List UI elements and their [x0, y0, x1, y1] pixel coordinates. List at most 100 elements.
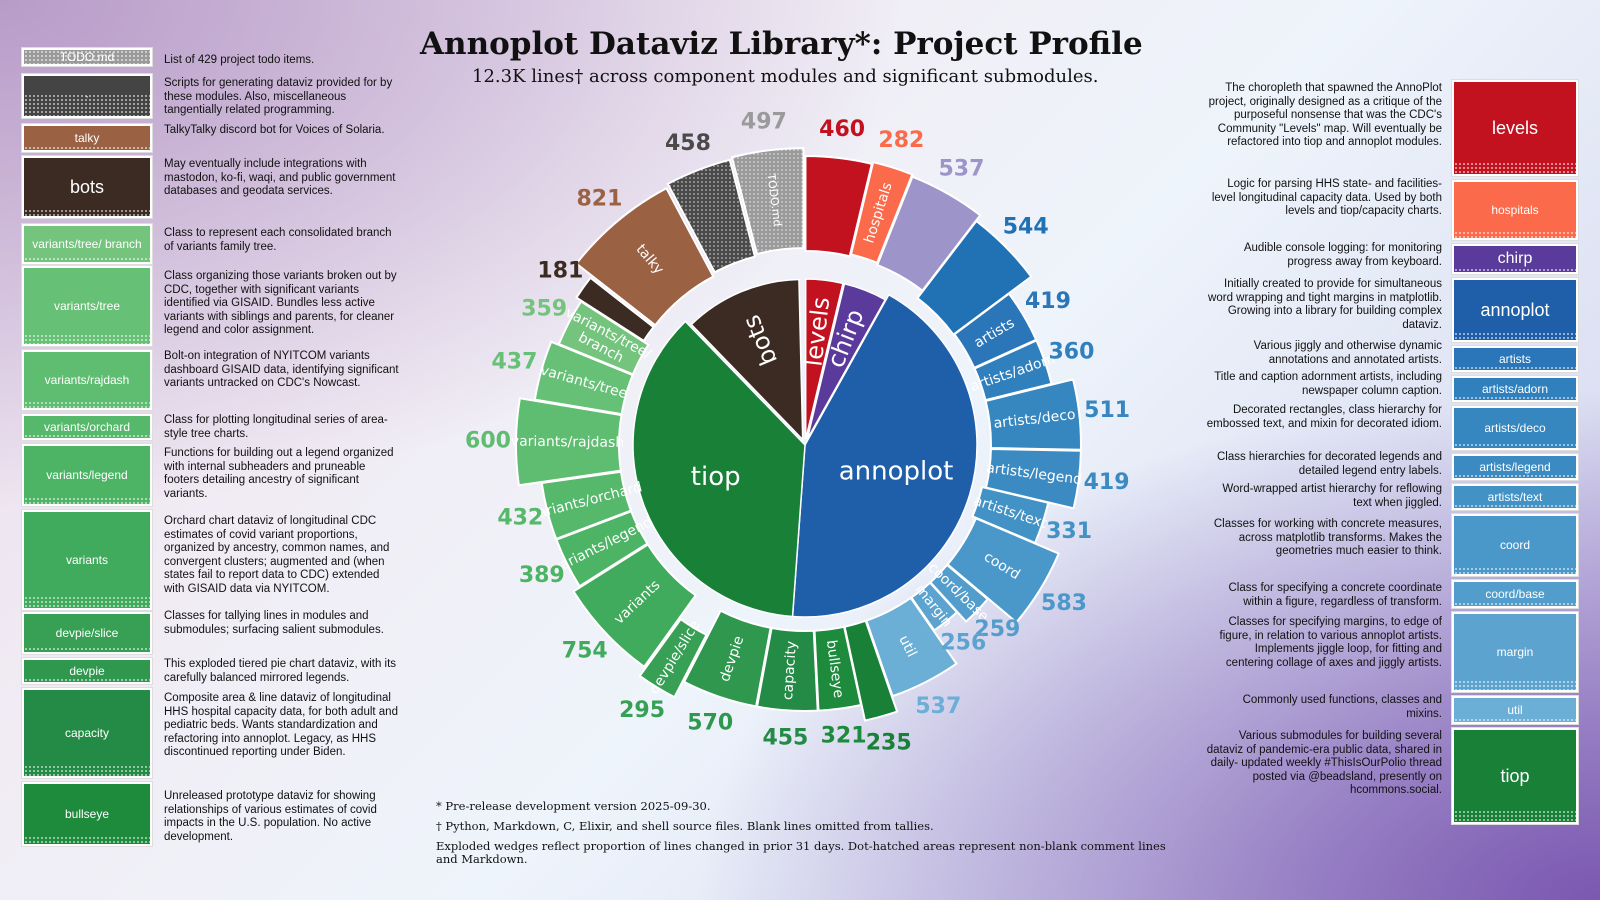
legend-description-capacity: Composite area & line dataviz of longitu…	[164, 692, 398, 759]
legend-swatch-util: util	[1452, 696, 1578, 724]
legend-swatch-hospitals: hospitals	[1452, 180, 1578, 240]
outer-wedge-devpie-slice	[638, 617, 708, 699]
legend-description-talky: TalkyTalky discord bot for Voices of Sol…	[164, 124, 385, 136]
legend-swatch-devpie-slice: devpie/slice	[22, 612, 152, 654]
value-label-artists-text: 331	[1046, 519, 1092, 544]
outer-wedge-coord-base	[928, 563, 990, 623]
legend-swatch-label: artists/adorn	[1481, 382, 1549, 396]
legend-swatch-label: artists/deco	[1484, 421, 1546, 435]
legend-description-bots: May eventually include integrations with…	[164, 158, 396, 198]
value-label-variants: 754	[562, 639, 608, 664]
legend-swatch-label: coord	[1499, 538, 1531, 552]
legend-description-variants-legend: Functions for building out a legend orga…	[164, 447, 394, 500]
outer-wedge-hatch	[667, 159, 755, 273]
value-label-bullseye: 321	[821, 723, 867, 748]
legend-description-coord: Classes for working with concrete measur…	[1213, 518, 1442, 558]
legend-swatch-label: variants/orchard	[43, 420, 131, 434]
legend-description-annoplot: Initially created to provide for simulta…	[1208, 278, 1442, 331]
outer-wedge-label: capacity	[780, 640, 800, 700]
legend-swatch-label: variants	[65, 553, 109, 567]
legend-description-artists-adorn: Title and caption adornment artists, inc…	[1214, 371, 1442, 397]
value-label-annoplot: 544	[1003, 214, 1049, 239]
legend-swatch-label: variants/tree/ branch	[32, 237, 142, 251]
legend-swatch-coord: coord	[1452, 514, 1578, 576]
value-label-coord-base: 259	[974, 617, 1020, 642]
legend-description-levels: The choropleth that spawned the AnnoPlot…	[1208, 82, 1442, 149]
outer-wedge-variants	[572, 543, 698, 669]
legend-description-hospitals: Logic for parsing HHS state- and facilit…	[1211, 178, 1442, 218]
legend-swatch-artists-text: artists/text	[1452, 484, 1578, 510]
outer-wedge-chirp	[875, 175, 982, 293]
legend-swatch-label: variants/tree	[53, 299, 121, 313]
legend-swatch-label: chirp	[1497, 250, 1533, 267]
outer-ring: hospitalsartistsartists/adornartists/dec…	[511, 147, 1083, 722]
legend-swatch-devpie: devpie	[22, 658, 152, 684]
legend-description-artists-deco: Decorated rectangles, class hierarchy fo…	[1206, 404, 1442, 430]
outer-wedge-label: variants/rajdash	[511, 434, 625, 451]
legend-description-artists: Various jiggly and otherwise dynamic ann…	[1253, 340, 1442, 366]
legend-swatch-artists-adorn: artists/adorn	[1452, 376, 1578, 402]
outer-wedge-hospitals	[849, 160, 914, 265]
value-labels: 460 2825375444193605114193315832592565372…	[465, 110, 1130, 756]
legend-swatch-variants: variants	[22, 510, 152, 610]
legend-swatch-todo-md: TODO.md	[22, 48, 152, 66]
value-label-talky: 821	[577, 187, 623, 212]
legend-description-variants: Orchard chart dataviz of longitudinal CD…	[164, 515, 390, 595]
legend-description-margin: Classes for specifying margins, to edge …	[1219, 616, 1442, 669]
legend-swatch-bullseye: bullseye	[22, 782, 152, 846]
legend-swatch-variants-rajdash: variants/rajdash	[22, 350, 152, 410]
legend-description-coord-base: Class for specifying a concrete coordina…	[1228, 582, 1443, 608]
legend-swatch-artists-legend: artists/legend	[1452, 454, 1578, 480]
footnote-sources: † Python, Markdown, C, Elixir, and shell…	[436, 819, 934, 833]
legend-swatch-label: annoplot	[1480, 300, 1550, 320]
page-title: Annoplot Dataviz Library*: Project Profi…	[420, 26, 1143, 62]
legend-swatch-label: devpie/slice	[55, 626, 119, 640]
value-label-variants-orchard: 432	[497, 505, 543, 530]
legend-swatch-variants-orchard: variants/orchard	[22, 414, 152, 440]
inner-wedge-tiop	[632, 320, 806, 618]
outer-wedge-variants-tree	[533, 340, 634, 416]
footnote-version: * Pre-release development version 2025-0…	[436, 799, 711, 813]
inner-wedge-label: annoplot	[839, 457, 954, 487]
value-label-variants-tree: 437	[491, 350, 537, 375]
legend-swatch-label: util	[1507, 703, 1523, 717]
outer-wedge-variants-orchard	[540, 470, 633, 541]
value-label-misc: 458	[665, 131, 711, 156]
legend-swatch-label: tiop	[1500, 766, 1530, 786]
legend-description-util: Commonly used functions, classes and mix…	[1242, 694, 1442, 720]
legend-swatch-label: ·	[85, 89, 89, 103]
legend-swatch-artists-deco: artists/deco	[1452, 406, 1578, 450]
legend-swatch-label: bots	[69, 177, 105, 197]
legend-swatch-label: bullseye	[64, 807, 110, 821]
value-label-hospitals: 282	[878, 128, 924, 153]
value-label-capacity: 455	[762, 725, 808, 750]
legend-swatch-label: variants/rajdash	[44, 373, 130, 387]
legend-description-artists-text: Word-wrapped artist hierarchy for reflow…	[1222, 483, 1442, 509]
legend-swatch-talky: talky	[22, 124, 152, 152]
value-label-variants-rajdash: 600	[465, 428, 511, 453]
value-label-artists: 419	[1025, 289, 1071, 314]
value-label-artists-adorn: 360	[1048, 340, 1094, 365]
inner-wedge-annoplot	[791, 293, 978, 618]
legend-swatch-variants-legend: variants/legend	[22, 444, 152, 506]
value-label-chirp: 537	[938, 156, 984, 181]
legend-swatch-label: talky	[74, 131, 100, 145]
outer-wedge-talky	[575, 186, 715, 327]
legend-swatch-label: TODO.md	[59, 50, 115, 64]
legend-description-variants-rajdash: Bolt-on integration of NYITCOM variants …	[164, 350, 399, 390]
legend-swatch-artists: artists	[1452, 346, 1578, 372]
value-label-artists-deco: 511	[1084, 398, 1130, 423]
value-label-todo-md: 497	[741, 110, 787, 135]
outer-wedge-annoplot	[916, 219, 1033, 336]
legend-swatch-bots: bots	[22, 156, 152, 218]
legend-swatch-label: devpie	[69, 664, 105, 678]
legend-swatch-label: levels	[1491, 118, 1539, 138]
legend-swatch-label: artists/text	[1487, 490, 1543, 504]
legend-description-artists-legend: Class hierarchies for decorated legends …	[1216, 451, 1442, 477]
value-label-bots: 181	[537, 258, 583, 283]
legend-swatch-coord-base: coord/base	[1452, 580, 1578, 608]
value-label-util: 537	[915, 694, 961, 719]
outer-wedge-tiop	[843, 619, 899, 722]
